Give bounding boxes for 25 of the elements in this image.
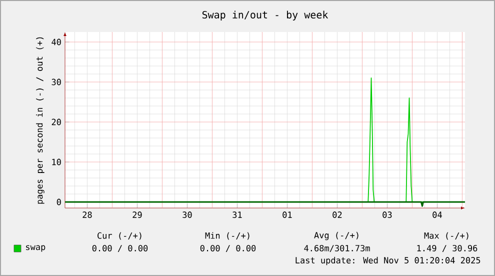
x-tick-label: 03 [382, 212, 392, 218]
text: Max (-/+) [424, 232, 468, 240]
y-tick-label: 30 [52, 78, 61, 86]
y-tick-label: 10 [52, 158, 61, 166]
text: Cur (-/+) [98, 232, 142, 240]
y-tick-label: 20 [52, 118, 61, 126]
x-tick-label: 02 [332, 212, 342, 218]
y-tick-label: 40 [52, 38, 61, 46]
text: Last update: Wed Nov 5 01:20:04 2025 [296, 256, 480, 266]
y-axis-title: pages per second in (-) / out (+) [36, 37, 44, 204]
text: 4.68m/301.73m [304, 244, 370, 252]
y-tick-label: 0 [56, 198, 61, 206]
text: 0.00 / 0.00 [92, 244, 148, 252]
x-tick-label: 29 [132, 212, 142, 218]
x-tick-label: 28 [82, 212, 92, 218]
text: Min (-/+) [205, 232, 250, 240]
x-tick-label: 31 [232, 212, 242, 218]
x-tick-label: 04 [432, 212, 442, 218]
text: 1.49 / 30.96 [417, 244, 478, 252]
x-tick-label: 30 [182, 212, 192, 218]
text: Avg (-/+) [314, 232, 358, 240]
chart-title: Swap in/out - by week [202, 10, 328, 20]
text: 0.00 / 0.00 [200, 244, 256, 252]
x-tick-label: 01 [282, 212, 292, 218]
legend-label: swap [26, 245, 46, 252]
